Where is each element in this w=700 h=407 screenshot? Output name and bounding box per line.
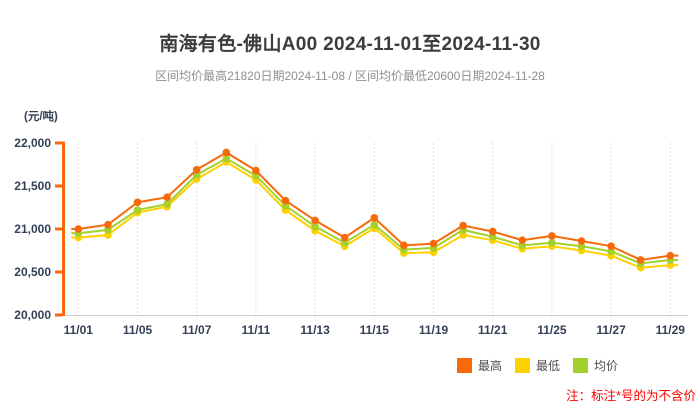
- data-point: [577, 237, 586, 245]
- x-tick-label: 11/05: [123, 323, 153, 337]
- data-point: [133, 198, 142, 207]
- data-point: [666, 251, 675, 260]
- data-point: [311, 222, 319, 231]
- data-point: [222, 154, 231, 163]
- data-point: [222, 148, 231, 157]
- data-point: [459, 221, 467, 230]
- x-tick-label: 11/25: [537, 323, 567, 337]
- y-tick-label: 21,000: [14, 222, 51, 236]
- data-point: [548, 238, 556, 247]
- data-point: [548, 232, 556, 240]
- x-tick-label: 11/27: [596, 323, 626, 337]
- chart-legend: 最高 最低 均价: [457, 357, 618, 374]
- data-point: [192, 165, 201, 174]
- legend-item-avg: 均价: [573, 357, 618, 374]
- legend-label-avg: 均价: [594, 359, 619, 373]
- x-tick-label: 11/21: [478, 323, 508, 337]
- y-tick-label: 21,500: [14, 179, 51, 193]
- data-point: [163, 200, 171, 208]
- x-tick-label: 11/07: [182, 323, 212, 337]
- chart-subtitle: 区间均价最高21820日期2024-11-08 / 区间均价最低20600日期2…: [155, 69, 545, 83]
- y-tick-label: 22,000: [14, 136, 51, 150]
- legend-swatch-min-icon: [515, 358, 531, 373]
- data-point: [370, 214, 379, 222]
- legend-swatch-max-icon: [457, 358, 472, 373]
- data-point: [281, 196, 290, 205]
- data-point: [340, 233, 349, 242]
- data-point: [133, 206, 142, 214]
- legend-swatch-avg-icon: [573, 358, 589, 373]
- x-tick-label: 11/19: [419, 323, 449, 337]
- y-axis-unit-label: (元/吨): [24, 111, 58, 123]
- data-point: [636, 256, 645, 264]
- data-point: [400, 241, 408, 250]
- data-point: [518, 236, 527, 244]
- x-tick-label: 11/29: [656, 323, 686, 337]
- x-tick-label: 11/13: [300, 323, 330, 337]
- legend-item-max: 最高: [457, 357, 502, 374]
- data-point: [607, 242, 615, 250]
- y-tick-label: 20,000: [14, 308, 51, 322]
- y-tick-label: 20,500: [14, 265, 51, 279]
- legend-label-max: 最高: [478, 359, 503, 373]
- page-title: 南海有色-佛山A00 2024-11-01至2024-11-30: [159, 34, 541, 55]
- data-point: [252, 166, 260, 175]
- x-tick-label: 11/15: [360, 323, 390, 337]
- data-point: [163, 193, 171, 201]
- data-point: [370, 220, 379, 229]
- legend-label-min: 最低: [536, 359, 561, 373]
- x-tick-label: 11/01: [64, 323, 94, 337]
- x-tick-label: 11/11: [242, 323, 271, 337]
- data-point: [429, 239, 438, 248]
- legend-item-min: 最低: [515, 357, 560, 374]
- data-point: [74, 225, 83, 233]
- data-point: [104, 220, 112, 229]
- footnote: 注：标注*号的为不含价: [566, 389, 696, 403]
- data-point: [311, 216, 319, 225]
- data-point: [488, 227, 497, 236]
